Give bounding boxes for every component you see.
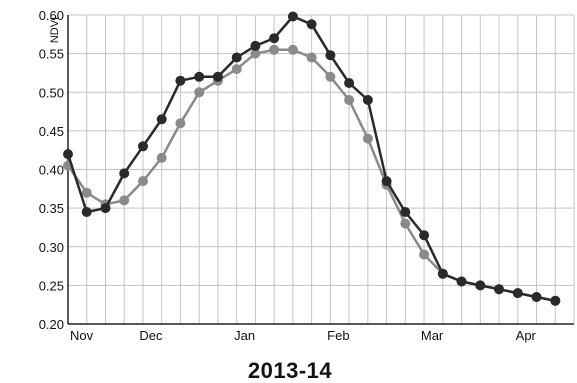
- data-point: [306, 19, 317, 30]
- data-point: [156, 152, 167, 163]
- x-tick-label: Jan: [234, 328, 255, 343]
- data-point: [419, 230, 430, 241]
- data-point: [494, 284, 504, 295]
- data-point: [269, 33, 280, 44]
- data-point: [362, 95, 373, 105]
- data-point: [269, 44, 280, 55]
- series-layer: [63, 11, 561, 306]
- y-tick-label: 0.20: [39, 317, 64, 332]
- data-point: [531, 292, 542, 302]
- data-point: [138, 141, 148, 152]
- x-tick-label: Apr: [516, 328, 537, 343]
- data-point: [456, 276, 467, 287]
- data-point: [175, 118, 186, 129]
- y-axis-label: NDVI: [49, 17, 61, 43]
- data-point: [250, 40, 261, 51]
- data-point: [344, 95, 355, 105]
- data-point: [119, 195, 130, 206]
- data-point: [550, 295, 561, 306]
- data-point: [419, 249, 430, 260]
- data-point: [119, 168, 130, 179]
- data-point: [194, 71, 205, 82]
- data-point: [437, 268, 448, 279]
- x-tick-label: Dec: [139, 328, 163, 343]
- data-point: [362, 133, 373, 144]
- data-point: [325, 71, 336, 82]
- x-tick-label: Feb: [327, 328, 349, 343]
- data-point: [287, 11, 298, 22]
- data-point: [344, 78, 355, 88]
- data-point: [156, 114, 167, 125]
- data-point: [212, 71, 223, 82]
- y-tick-label: 0.50: [39, 85, 64, 100]
- data-point: [250, 48, 261, 59]
- data-point: [475, 280, 486, 291]
- data-point: [175, 75, 186, 86]
- data-point: [81, 207, 92, 217]
- y-tick-label: 0.30: [39, 240, 64, 255]
- data-point: [400, 207, 411, 217]
- data-point: [325, 50, 336, 61]
- data-point: [306, 52, 317, 63]
- data-point: [100, 203, 111, 214]
- data-point: [138, 176, 148, 187]
- chart-caption: 2013-14: [248, 358, 333, 383]
- data-point: [231, 52, 242, 63]
- data-point: [400, 218, 411, 229]
- data-point: [63, 149, 73, 160]
- y-tick-label: 0.40: [39, 163, 64, 178]
- x-tick-label: Nov: [70, 328, 94, 343]
- y-tick-label: 0.35: [39, 201, 64, 216]
- data-point: [81, 187, 92, 198]
- x-tick-label: Mar: [421, 328, 444, 343]
- y-tick-label: 0.45: [39, 124, 64, 139]
- data-point: [194, 87, 205, 98]
- data-point: [512, 288, 523, 299]
- y-tick-label: 0.25: [39, 278, 64, 293]
- data-point: [287, 44, 298, 55]
- y-tick-label: 0.55: [39, 47, 64, 62]
- grid: [67, 14, 575, 325]
- data-point: [381, 176, 392, 187]
- data-point: [231, 64, 242, 75]
- y-tick-label: 0.60: [39, 8, 64, 23]
